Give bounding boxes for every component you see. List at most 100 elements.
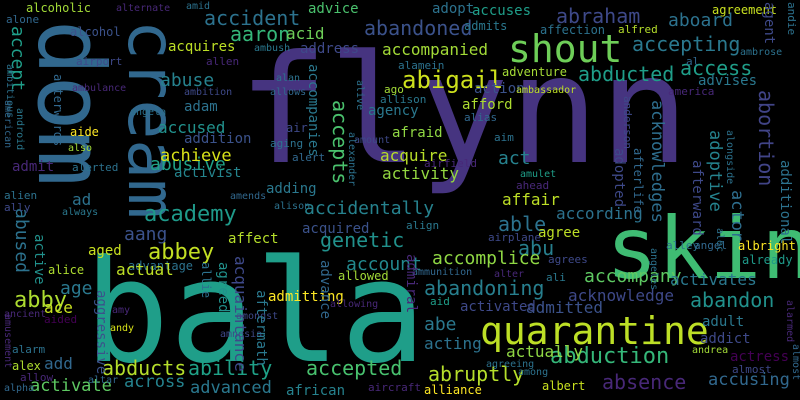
cloud-word: accompanied xyxy=(382,40,488,59)
cloud-word: angel xyxy=(694,239,728,252)
cloud-word: alarm xyxy=(12,343,46,356)
cloud-word: among xyxy=(518,367,549,378)
cloud-word: acquires xyxy=(168,39,236,55)
cloud-word: activate xyxy=(30,376,112,396)
cloud-word: absence xyxy=(602,370,687,394)
cloud-word: aging xyxy=(270,137,304,150)
cloud-word: alcoholic xyxy=(26,1,92,15)
cloud-word: affection xyxy=(540,23,606,37)
cloud-word: account xyxy=(346,254,422,275)
cloud-word: age xyxy=(60,278,93,299)
cloud-word: andy xyxy=(110,323,135,334)
cloud-word: agree xyxy=(538,225,581,241)
cloud-word: ancient xyxy=(4,309,47,320)
cloud-word: afraid xyxy=(392,125,443,141)
cloud-word: amulet xyxy=(520,169,557,180)
cloud-word: advance xyxy=(317,260,333,320)
cloud-word: amongst xyxy=(236,311,279,322)
cloud-word: act xyxy=(498,148,531,169)
cloud-word: alan xyxy=(276,73,301,84)
cloud-word: align xyxy=(406,219,440,232)
cloud-word: aim xyxy=(494,131,514,144)
cloud-word: addict xyxy=(700,331,751,347)
cloud-word: alison xyxy=(274,201,311,212)
cloud-word: ali xyxy=(546,271,566,284)
cloud-word: amusement xyxy=(2,314,13,369)
cloud-word: actor xyxy=(727,190,747,242)
cloud-word: angeles xyxy=(648,248,659,291)
cloud-word: alerted xyxy=(72,161,119,174)
cloud-word: allison xyxy=(380,93,427,106)
cloud-word: additional xyxy=(777,160,793,245)
cloud-word: abigail xyxy=(402,66,504,94)
cloud-word: add xyxy=(44,354,73,373)
cloud-word: ad xyxy=(72,190,92,209)
cloud-word: aided xyxy=(44,313,78,326)
cloud-word: aggressive xyxy=(93,290,109,375)
cloud-word: accept xyxy=(7,26,28,92)
cloud-word: accident xyxy=(204,6,301,30)
cloud-word: abducted xyxy=(578,62,675,86)
cloud-word: admits xyxy=(464,19,508,33)
cloud-word: ambitious xyxy=(4,64,15,119)
cloud-word: allowed xyxy=(338,269,389,283)
cloud-word: almost xyxy=(732,363,772,376)
cloud-word: airplane xyxy=(488,231,541,244)
cloud-word: alcohol xyxy=(70,25,121,39)
cloud-word: accompany xyxy=(584,266,682,287)
cloud-word: adopt xyxy=(432,1,475,17)
cloud-word: amid xyxy=(186,1,211,12)
cloud-word: alamein xyxy=(398,59,445,72)
cloud-word: altar xyxy=(88,375,119,386)
cloud-word: adam xyxy=(184,99,218,115)
cloud-word: adult xyxy=(702,314,745,330)
cloud-word: abu xyxy=(518,236,555,260)
cloud-word: allen xyxy=(206,55,240,68)
cloud-word: accompanies xyxy=(305,64,321,157)
cloud-word: bala xyxy=(84,230,426,395)
cloud-word: abortion xyxy=(754,90,778,187)
cloud-word: ability xyxy=(188,356,273,380)
cloud-word: genetic xyxy=(320,228,405,252)
cloud-word: adopted xyxy=(611,148,627,208)
cloud-word: alternate xyxy=(116,3,171,14)
cloud-word: afford xyxy=(462,97,513,113)
cloud-word: ace xyxy=(44,298,73,317)
cloud-word: accused xyxy=(158,118,226,137)
cloud-word: accepting xyxy=(632,32,741,56)
cloud-word: alexander xyxy=(346,132,357,187)
cloud-word: according xyxy=(556,204,643,223)
cloud-word: afterward xyxy=(689,160,705,236)
cloud-word: agreeing xyxy=(486,359,535,370)
cloud-word: ambition xyxy=(184,87,233,98)
cloud-word: alert xyxy=(292,151,326,164)
cloud-word: acid xyxy=(286,24,325,43)
cloud-word: abusive xyxy=(150,154,226,175)
cloud-word: ambulance xyxy=(72,83,127,94)
cloud-word: accomplice xyxy=(432,248,541,269)
cloud-word: acquaintance xyxy=(231,256,250,372)
cloud-word: quarantine xyxy=(480,309,709,353)
cloud-word: accusing xyxy=(708,370,790,390)
cloud-word: advises xyxy=(698,73,758,89)
cloud-word: adventure xyxy=(502,65,568,79)
cloud-word: abandoned xyxy=(364,16,473,40)
cloud-word: andrea xyxy=(692,345,729,356)
cloud-word: actual xyxy=(116,260,174,279)
cloud-word: actually xyxy=(506,342,584,361)
cloud-word: android xyxy=(14,108,25,151)
cloud-word: abe xyxy=(424,314,457,335)
cloud-word: alarmed xyxy=(784,300,795,343)
cloud-word: abandoning xyxy=(424,276,545,300)
cloud-word: agent xyxy=(761,2,777,45)
cloud-word: abuse xyxy=(160,70,215,91)
cloud-word: alter xyxy=(494,269,525,280)
cloud-word: agreement xyxy=(712,3,778,17)
cloud-word: agrees xyxy=(548,253,588,266)
cloud-word: admitting xyxy=(268,289,344,305)
cloud-word: andie xyxy=(785,2,798,36)
cloud-word: albright xyxy=(738,239,796,253)
cloud-word: across xyxy=(124,372,186,392)
cloud-word: allow xyxy=(20,371,54,384)
